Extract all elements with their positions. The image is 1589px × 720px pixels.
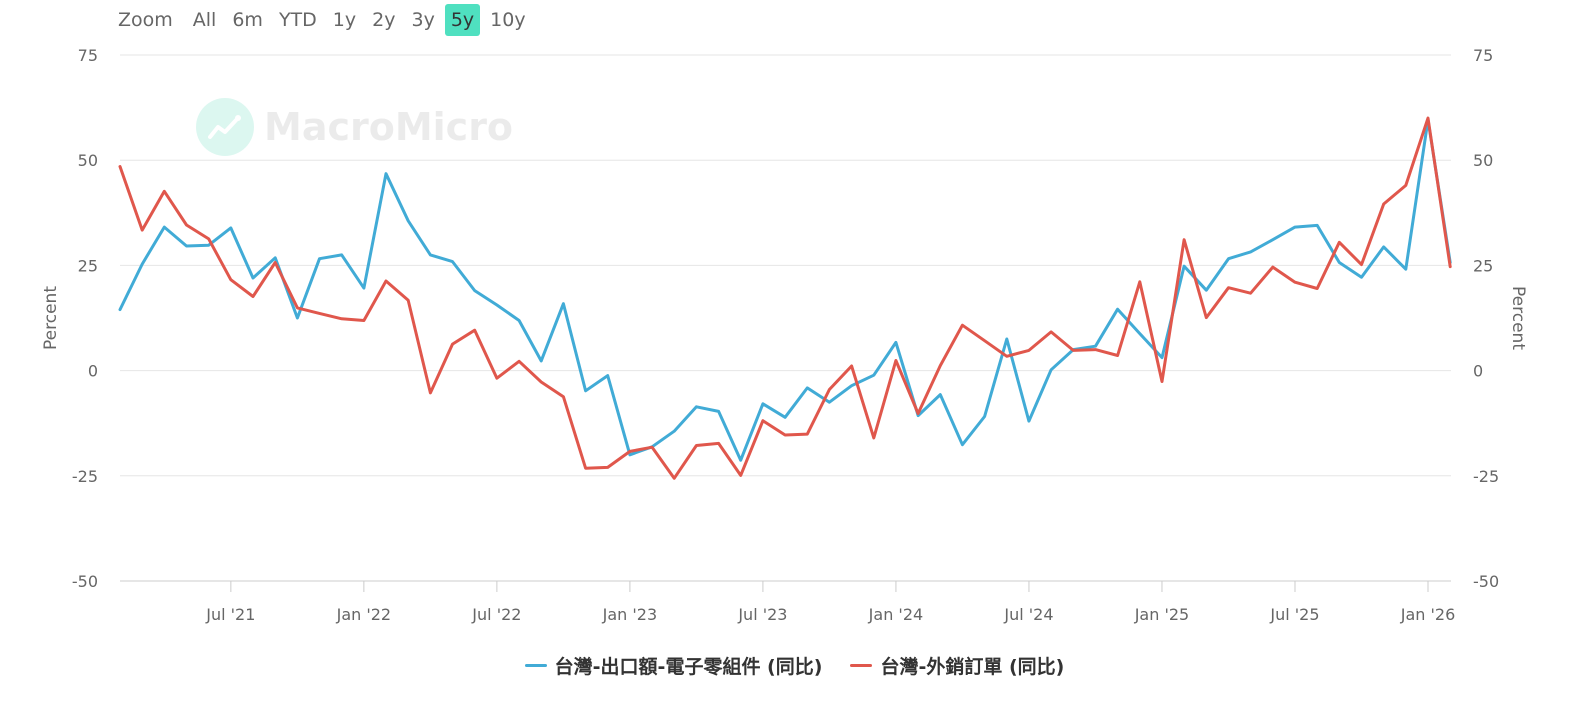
legend-item-export-orders[interactable]: 台灣-外銷訂單 (同比) <box>850 652 1064 679</box>
x-tick-label: Jan '24 <box>868 605 924 624</box>
series-line-electronics[interactable] <box>118 118 1452 462</box>
zoom-button-5y[interactable]: 5y <box>444 3 481 36</box>
y-tick-label-left: 75 <box>78 46 98 65</box>
series-layer <box>118 116 1452 480</box>
chart-logo-icon <box>196 98 254 156</box>
zoom-button-6m[interactable]: 6m <box>232 8 263 31</box>
legend-swatch-export-orders <box>850 664 873 667</box>
y-tick-label-right: -25 <box>1473 467 1499 486</box>
y-tick-label-left: 25 <box>78 256 98 275</box>
y-tick-label-right: 50 <box>1473 151 1493 170</box>
y-tick-label-right: -50 <box>1473 572 1499 591</box>
legend-swatch-electronics <box>524 664 547 667</box>
y-axis-left: 75 50 25 0 -25 -50 <box>72 46 98 591</box>
y-axis-title-right: Percent <box>1508 286 1528 350</box>
x-tick-label: Jul '24 <box>1003 605 1053 624</box>
x-tick-label: Jan '26 <box>1400 605 1456 624</box>
x-tick-label: Jan '22 <box>336 605 392 624</box>
zoom-button-ytd[interactable]: YTD <box>278 8 317 31</box>
grid-lines <box>120 54 1451 582</box>
zoom-button-3y[interactable]: 3y <box>411 8 435 31</box>
zoom-button-1y[interactable]: 1y <box>332 8 357 31</box>
watermark: MacroMicro <box>196 98 513 156</box>
x-axis: Jul '21 Jan '22 Jul '22 Jan '23 Jul '23 Jan '… <box>120 580 1456 624</box>
y-axis-title-left: Percent <box>41 286 61 350</box>
zoom-label: Zoom <box>118 8 173 31</box>
legend-item-electronics[interactable]: 台灣-出口額-電子零組件 (同比) <box>524 652 823 679</box>
zoom-button-all[interactable]: All <box>192 8 217 31</box>
zoom-button-10y[interactable]: 10y <box>490 8 526 31</box>
y-axis-right: 75 50 25 0 -25 -50 <box>1473 46 1499 591</box>
x-tick-label: Jul '23 <box>737 605 787 624</box>
x-tick-label: Jul '22 <box>471 605 521 624</box>
zoom-bar: Zoom All 6m YTD 1y 2y 3y 5y 10y <box>118 3 536 36</box>
y-tick-label-left: 50 <box>78 151 98 170</box>
legend-label-electronics: 台灣-出口額-電子零組件 (同比) <box>554 656 823 678</box>
x-tick-label: Jan '25 <box>1134 605 1190 624</box>
y-tick-label-left: -25 <box>72 467 98 486</box>
zoom-button-2y[interactable]: 2y <box>372 8 396 31</box>
y-tick-label-right: 0 <box>1473 362 1483 381</box>
x-tick-label: Jul '25 <box>1269 605 1319 624</box>
y-tick-label-right: 75 <box>1473 46 1493 65</box>
y-tick-label-right: 25 <box>1473 256 1493 275</box>
y-tick-label-left: 0 <box>88 362 98 381</box>
legend-label-export-orders: 台灣-外銷訂單 (同比) <box>880 656 1065 678</box>
legend: 台灣-出口額-電子零組件 (同比) 台灣-外銷訂單 (同比) <box>0 652 1589 679</box>
x-tick-label: Jul '21 <box>205 605 255 624</box>
y-tick-label-left: -50 <box>72 572 98 591</box>
watermark-text: MacroMicro <box>264 105 514 149</box>
series-line-export-orders[interactable] <box>118 116 1452 480</box>
x-tick-label: Jan '23 <box>602 605 658 624</box>
line-chart: 75 50 25 0 -25 -50 75 50 25 0 -25 -50 Jul '21 Jan '… <box>41 46 1528 624</box>
